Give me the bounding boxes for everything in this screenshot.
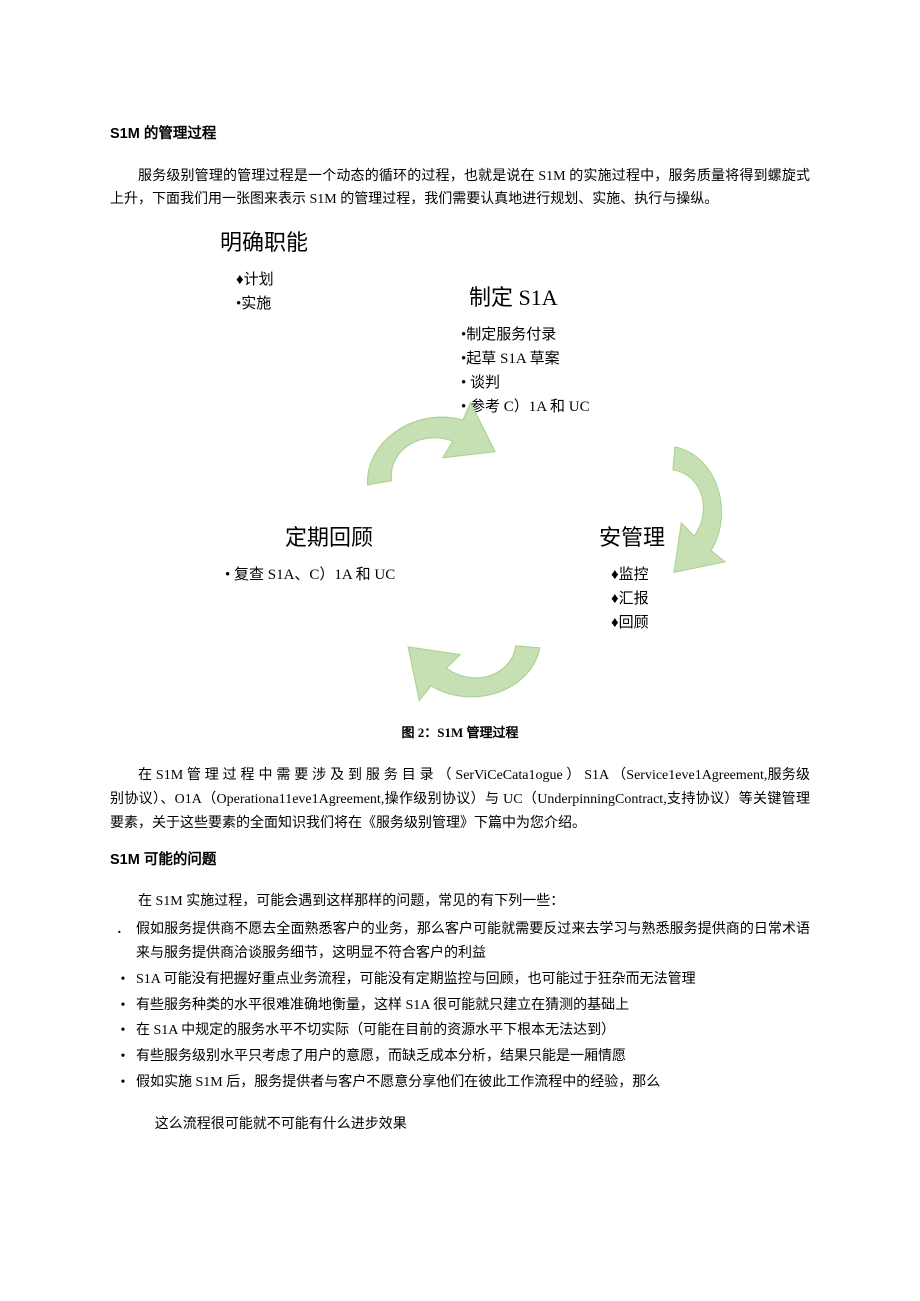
problem-item: •在 S1A 中规定的服务水平不切实际（可能在目前的资源水平下根本无法达到）	[110, 1019, 810, 1043]
block3-item-1: ♦汇报	[575, 587, 735, 611]
bullet-icon: ．	[110, 918, 136, 966]
diagram-block-review: 定期回顾 • 复查 S1A、C）1A 和 UC	[225, 519, 485, 586]
block1-title: 明确职能	[220, 224, 400, 261]
block2-item-2: • 谈判	[445, 371, 665, 395]
problem-item: •有些服务级别水平只考虑了用户的意愿，而缺乏成本分析，结果只能是一厢情愿	[110, 1045, 810, 1069]
problem-text: 有些服务种类的水平很难准确地衡量，这样 S1A 很可能就只建立在猜测的基础上	[136, 994, 810, 1018]
problem-text: 假如服务提供商不愿去全面熟悉客户的业务，那么客户可能就需要反过来去学习与熟悉服务…	[136, 918, 810, 966]
s1m-cycle-diagram: 明确职能 ♦计划 •实施 制定 S1A •制定服务付录 •起草 S1A 草案 •…	[110, 224, 810, 714]
block2-title: 制定 S1A	[445, 279, 665, 316]
problem-item: •S1A 可能没有把握好重点业务流程，可能没有定期监控与回顾，也可能过于狂杂而无…	[110, 968, 810, 992]
bullet-icon: •	[110, 994, 136, 1018]
diagram-block-define-function: 明确职能 ♦计划 •实施	[220, 224, 400, 315]
bullet-icon: •	[110, 968, 136, 992]
diagram-block-establish-s1a: 制定 S1A •制定服务付录 •起草 S1A 草案 • 谈判 • 参考 C）1A…	[445, 279, 665, 418]
problem-text: 在 S1A 中规定的服务水平不切实际（可能在目前的资源水平下根本无法达到）	[136, 1019, 810, 1043]
problem-item: ．假如服务提供商不愿去全面熟悉客户的业务，那么客户可能就需要反过来去学习与熟悉服…	[110, 918, 810, 966]
heading-s1m-problems: S1M 可能的问题	[110, 848, 810, 873]
block2-item-3: • 参考 C）1A 和 UC	[445, 395, 665, 419]
bullet-icon: •	[110, 1071, 136, 1095]
diagram-block-manage: 安管理 ♦监控 ♦汇报 ♦回顾	[575, 519, 735, 634]
block4-title: 定期回顾	[225, 519, 485, 556]
document-page: S1M 的管理过程 服务级别管理的管理过程是一个动态的循环的过程，也就是说在 S…	[0, 0, 920, 1177]
block3-item-0: ♦监控	[575, 563, 735, 587]
closing-line: 这么流程很可能就不可能有什么进步效果	[110, 1113, 810, 1137]
block1-item-0: ♦计划	[220, 268, 400, 292]
intro-paragraph-2: 在 S1M 实施过程，可能会遇到这样那样的问题，常见的有下列一些：	[110, 890, 810, 914]
block2-item-1: •起草 S1A 草案	[445, 347, 665, 371]
problems-list: ．假如服务提供商不愿去全面熟悉客户的业务，那么客户可能就需要反过来去学习与熟悉服…	[110, 918, 810, 1095]
problem-item: •有些服务种类的水平很难准确地衡量，这样 S1A 很可能就只建立在猜测的基础上	[110, 994, 810, 1018]
bullet-icon: •	[110, 1019, 136, 1043]
problem-text: S1A 可能没有把握好重点业务流程，可能没有定期监控与回顾，也可能过于狂杂而无法…	[136, 968, 810, 992]
block2-item-0: •制定服务付录	[445, 323, 665, 347]
block3-title: 安管理	[575, 519, 735, 556]
arrow-3-icon	[404, 637, 540, 711]
problem-text: 假如实施 S1M 后，服务提供者与客户不愿意分享他们在彼此工作流程中的经验，那么	[136, 1071, 810, 1095]
bullet-icon: •	[110, 1045, 136, 1069]
block4-item-0: • 复查 S1A、C）1A 和 UC	[225, 563, 485, 587]
problem-text: 有些服务级别水平只考虑了用户的意愿，而缺乏成本分析，结果只能是一厢情愿	[136, 1045, 810, 1069]
diagram-caption: 图 2：S1M 管理过程	[110, 722, 810, 744]
block1-item-1: •实施	[220, 292, 400, 316]
intro-paragraph-1: 服务级别管理的管理过程是一个动态的循环的过程，也就是说在 S1M 的实施过程中，…	[110, 165, 810, 213]
heading-s1m-process: S1M 的管理过程	[110, 122, 810, 147]
problem-item: •假如实施 S1M 后，服务提供者与客户不愿意分享他们在彼此工作流程中的经验，那…	[110, 1071, 810, 1095]
paragraph-elements: 在 S1M 管 理 过 程 中 需 要 涉 及 到 服 务 目 录 （ SerV…	[110, 764, 810, 835]
block3-item-2: ♦回顾	[575, 611, 735, 635]
